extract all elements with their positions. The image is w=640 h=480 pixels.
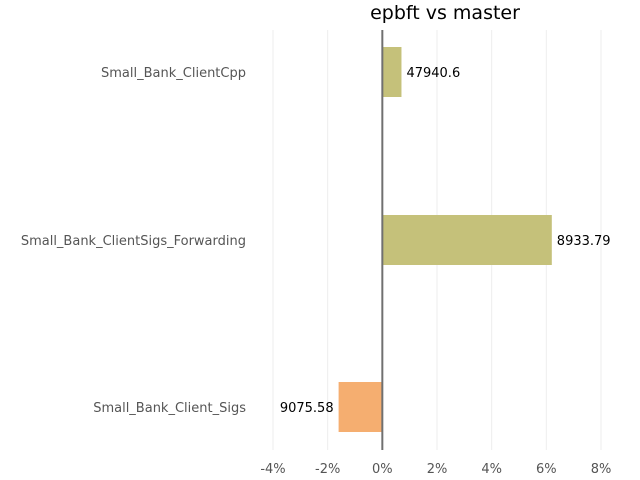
data-label: 9075.58: [280, 401, 334, 416]
bars: [338, 47, 552, 432]
x-tick-labels: -4% -2% 0% 2% 4% 6% 8%: [260, 462, 611, 477]
bar: [382, 215, 552, 265]
category-label: Small_Bank_ClientSigs_Forwarding: [21, 234, 246, 249]
x-tick-label: -4%: [260, 462, 285, 477]
category-labels: Small_Bank_ClientCpp Small_Bank_ClientSig…: [21, 66, 246, 416]
x-tick-label: -2%: [315, 462, 340, 477]
x-tick-label: 0%: [372, 462, 393, 477]
category-label: Small_Bank_ClientCpp: [101, 66, 246, 81]
x-tick-label: 8%: [591, 462, 612, 477]
bar: [382, 47, 402, 97]
data-labels: 47940.6 8933.79 9075.58: [280, 66, 611, 416]
category-label: Small_Bank_Client_Sigs: [93, 401, 246, 416]
x-tick-label: 6%: [536, 462, 557, 477]
data-label: 47940.6: [406, 66, 460, 81]
bar: [338, 382, 383, 432]
data-label: 8933.79: [557, 234, 611, 249]
x-tick-label: 2%: [427, 462, 448, 477]
chart-title: epbft vs master: [370, 2, 520, 24]
x-tick-label: 4%: [481, 462, 502, 477]
